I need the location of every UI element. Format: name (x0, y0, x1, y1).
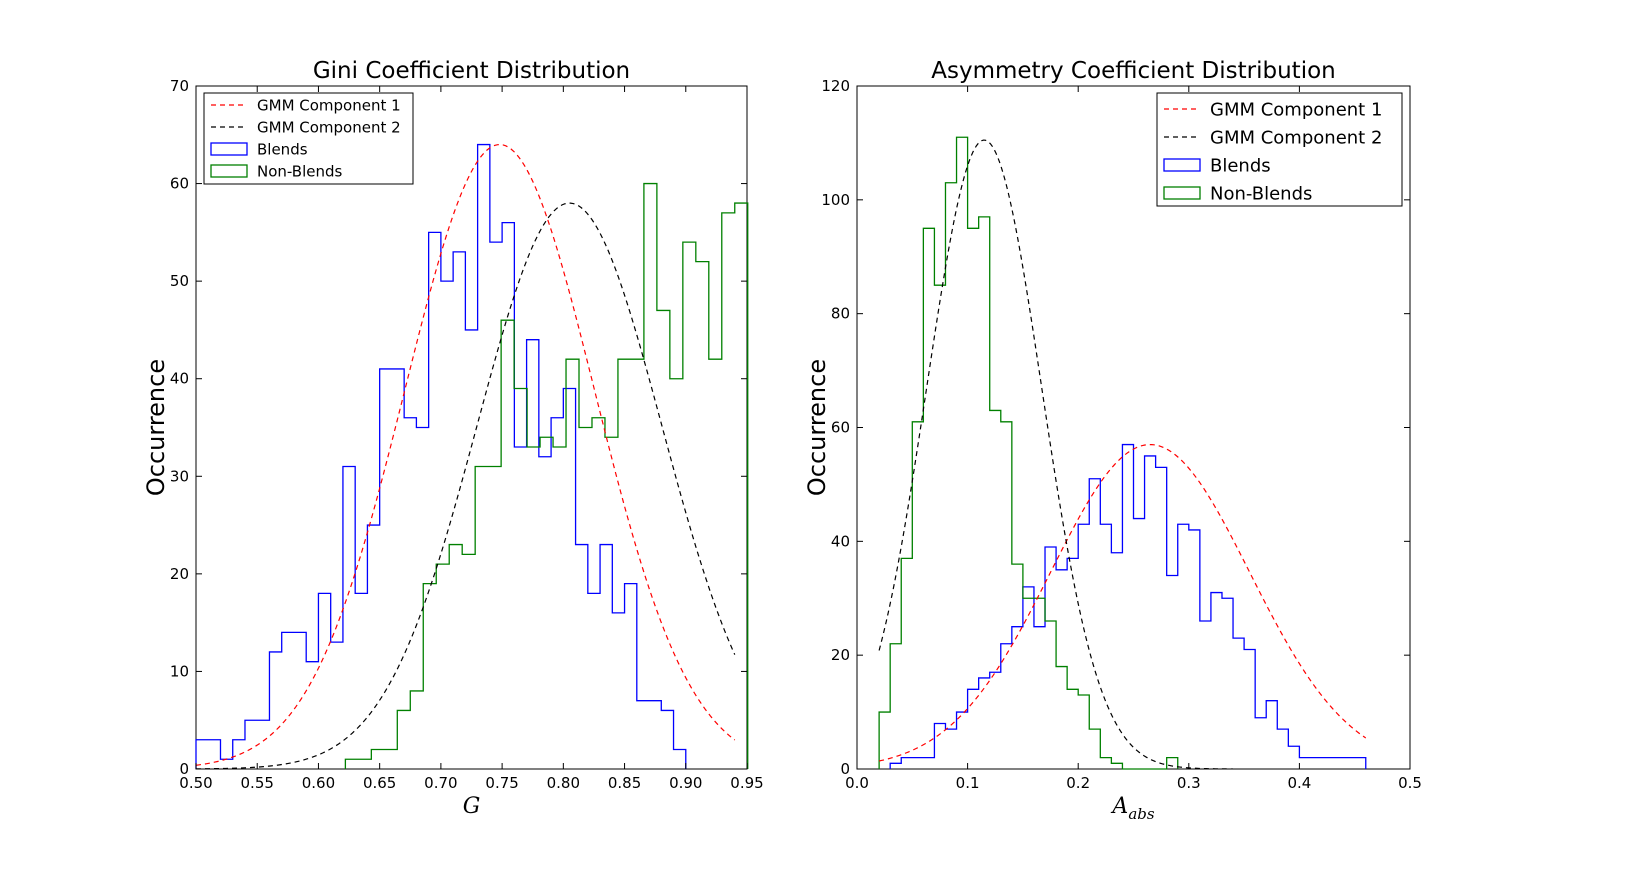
x-tick-label: 0.85 (608, 774, 641, 792)
curve-gmm-component-1 (878, 443, 1367, 762)
x-tick-label: 0.65 (363, 774, 396, 792)
legend-handle (210, 142, 248, 156)
histogram-non-blends (344, 182, 749, 769)
legend-label: Blends (1210, 155, 1271, 176)
y-tick-label: 70 (170, 77, 189, 95)
legend-handle (1163, 186, 1201, 200)
x-tick-label: 0.3 (1177, 774, 1201, 792)
curve-gmm-component-2 (195, 202, 736, 770)
y-tick-label: 50 (170, 272, 189, 290)
y-tick-label: 20 (831, 646, 850, 664)
y-tick-label: 120 (821, 77, 850, 95)
x-axis-label-main: A (1110, 794, 1128, 819)
x-tick-label: 0.50 (179, 774, 212, 792)
legend-label: GMM Component 1 (1210, 99, 1382, 120)
y-tick-label: 80 (831, 305, 850, 323)
plot-area (195, 85, 748, 770)
y-tick-label: 0 (179, 760, 189, 778)
x-tick-label: 0.5 (1398, 774, 1422, 792)
x-tick-label: 0.1 (956, 774, 980, 792)
legend: GMM Component 1 GMM Component 2 Blends Non-… (1156, 92, 1403, 207)
histogram-non-blends (878, 136, 1179, 770)
legend: GMM Component 1 GMM Component 2 Blends Non-… (203, 92, 414, 185)
curve-gmm-component-1 (195, 143, 736, 766)
x-tick-label: 0.75 (485, 774, 518, 792)
x-axis-label: G (463, 794, 481, 819)
asymmetry-chart: 0.0 0.1 0.2 0.3 0.4 0.5 0 20 40 60 80 100 120 Asymmet… (803, 58, 1422, 823)
y-tick-label: 100 (821, 191, 850, 209)
y-tick-label: 10 (170, 662, 189, 680)
x-axis-label-main: G (463, 794, 481, 819)
y-tick-label: 30 (170, 467, 189, 485)
chart-title: Gini Coefficient Distribution (313, 58, 630, 84)
x-tick-label: 0.60 (302, 774, 335, 792)
chart-title: Asymmetry Coefficient Distribution (931, 58, 1335, 84)
x-tick-label: 0.80 (547, 774, 580, 792)
legend-box (203, 92, 414, 185)
histogram-blends (195, 143, 687, 769)
x-tick-label: 0.90 (669, 774, 702, 792)
legend-label: Non-Blends (257, 162, 342, 180)
y-axis-label: Occurrence (803, 359, 831, 496)
y-tick-label: 20 (170, 565, 189, 583)
legend-label: Non-Blends (1210, 183, 1312, 204)
x-tick-label: 0.95 (730, 774, 763, 792)
x-tick-label: 0.70 (424, 774, 457, 792)
y-tick-label: 40 (831, 532, 850, 550)
x-axis-label-subscript: abs (1128, 805, 1155, 823)
x-axis-label: Aabs (1110, 794, 1154, 823)
y-axis-label: Occurrence (142, 359, 170, 496)
x-tick-label: 0.2 (1066, 774, 1090, 792)
y-tick-label: 40 (170, 370, 189, 388)
x-tick-label: 0.55 (241, 774, 274, 792)
histogram-blends (889, 443, 1367, 769)
legend-handle (1163, 158, 1201, 172)
gini-chart: 0.50 0.55 0.60 0.65 0.70 0.75 0.80 0.85 0.90 0.95… (142, 58, 764, 819)
y-tick-label: 60 (831, 419, 850, 437)
y-tick-label: 0 (840, 760, 850, 778)
legend-handle (210, 164, 248, 178)
legend-label: Blends (257, 140, 308, 158)
legend-label: GMM Component 2 (1210, 127, 1382, 148)
curve-gmm-component-2 (878, 139, 1234, 770)
x-tick-label: 0.4 (1287, 774, 1311, 792)
legend-label: GMM Component 1 (257, 96, 401, 114)
legend-label: GMM Component 2 (257, 118, 401, 136)
x-tick-label: 0.0 (845, 774, 869, 792)
y-tick-label: 60 (170, 175, 189, 193)
